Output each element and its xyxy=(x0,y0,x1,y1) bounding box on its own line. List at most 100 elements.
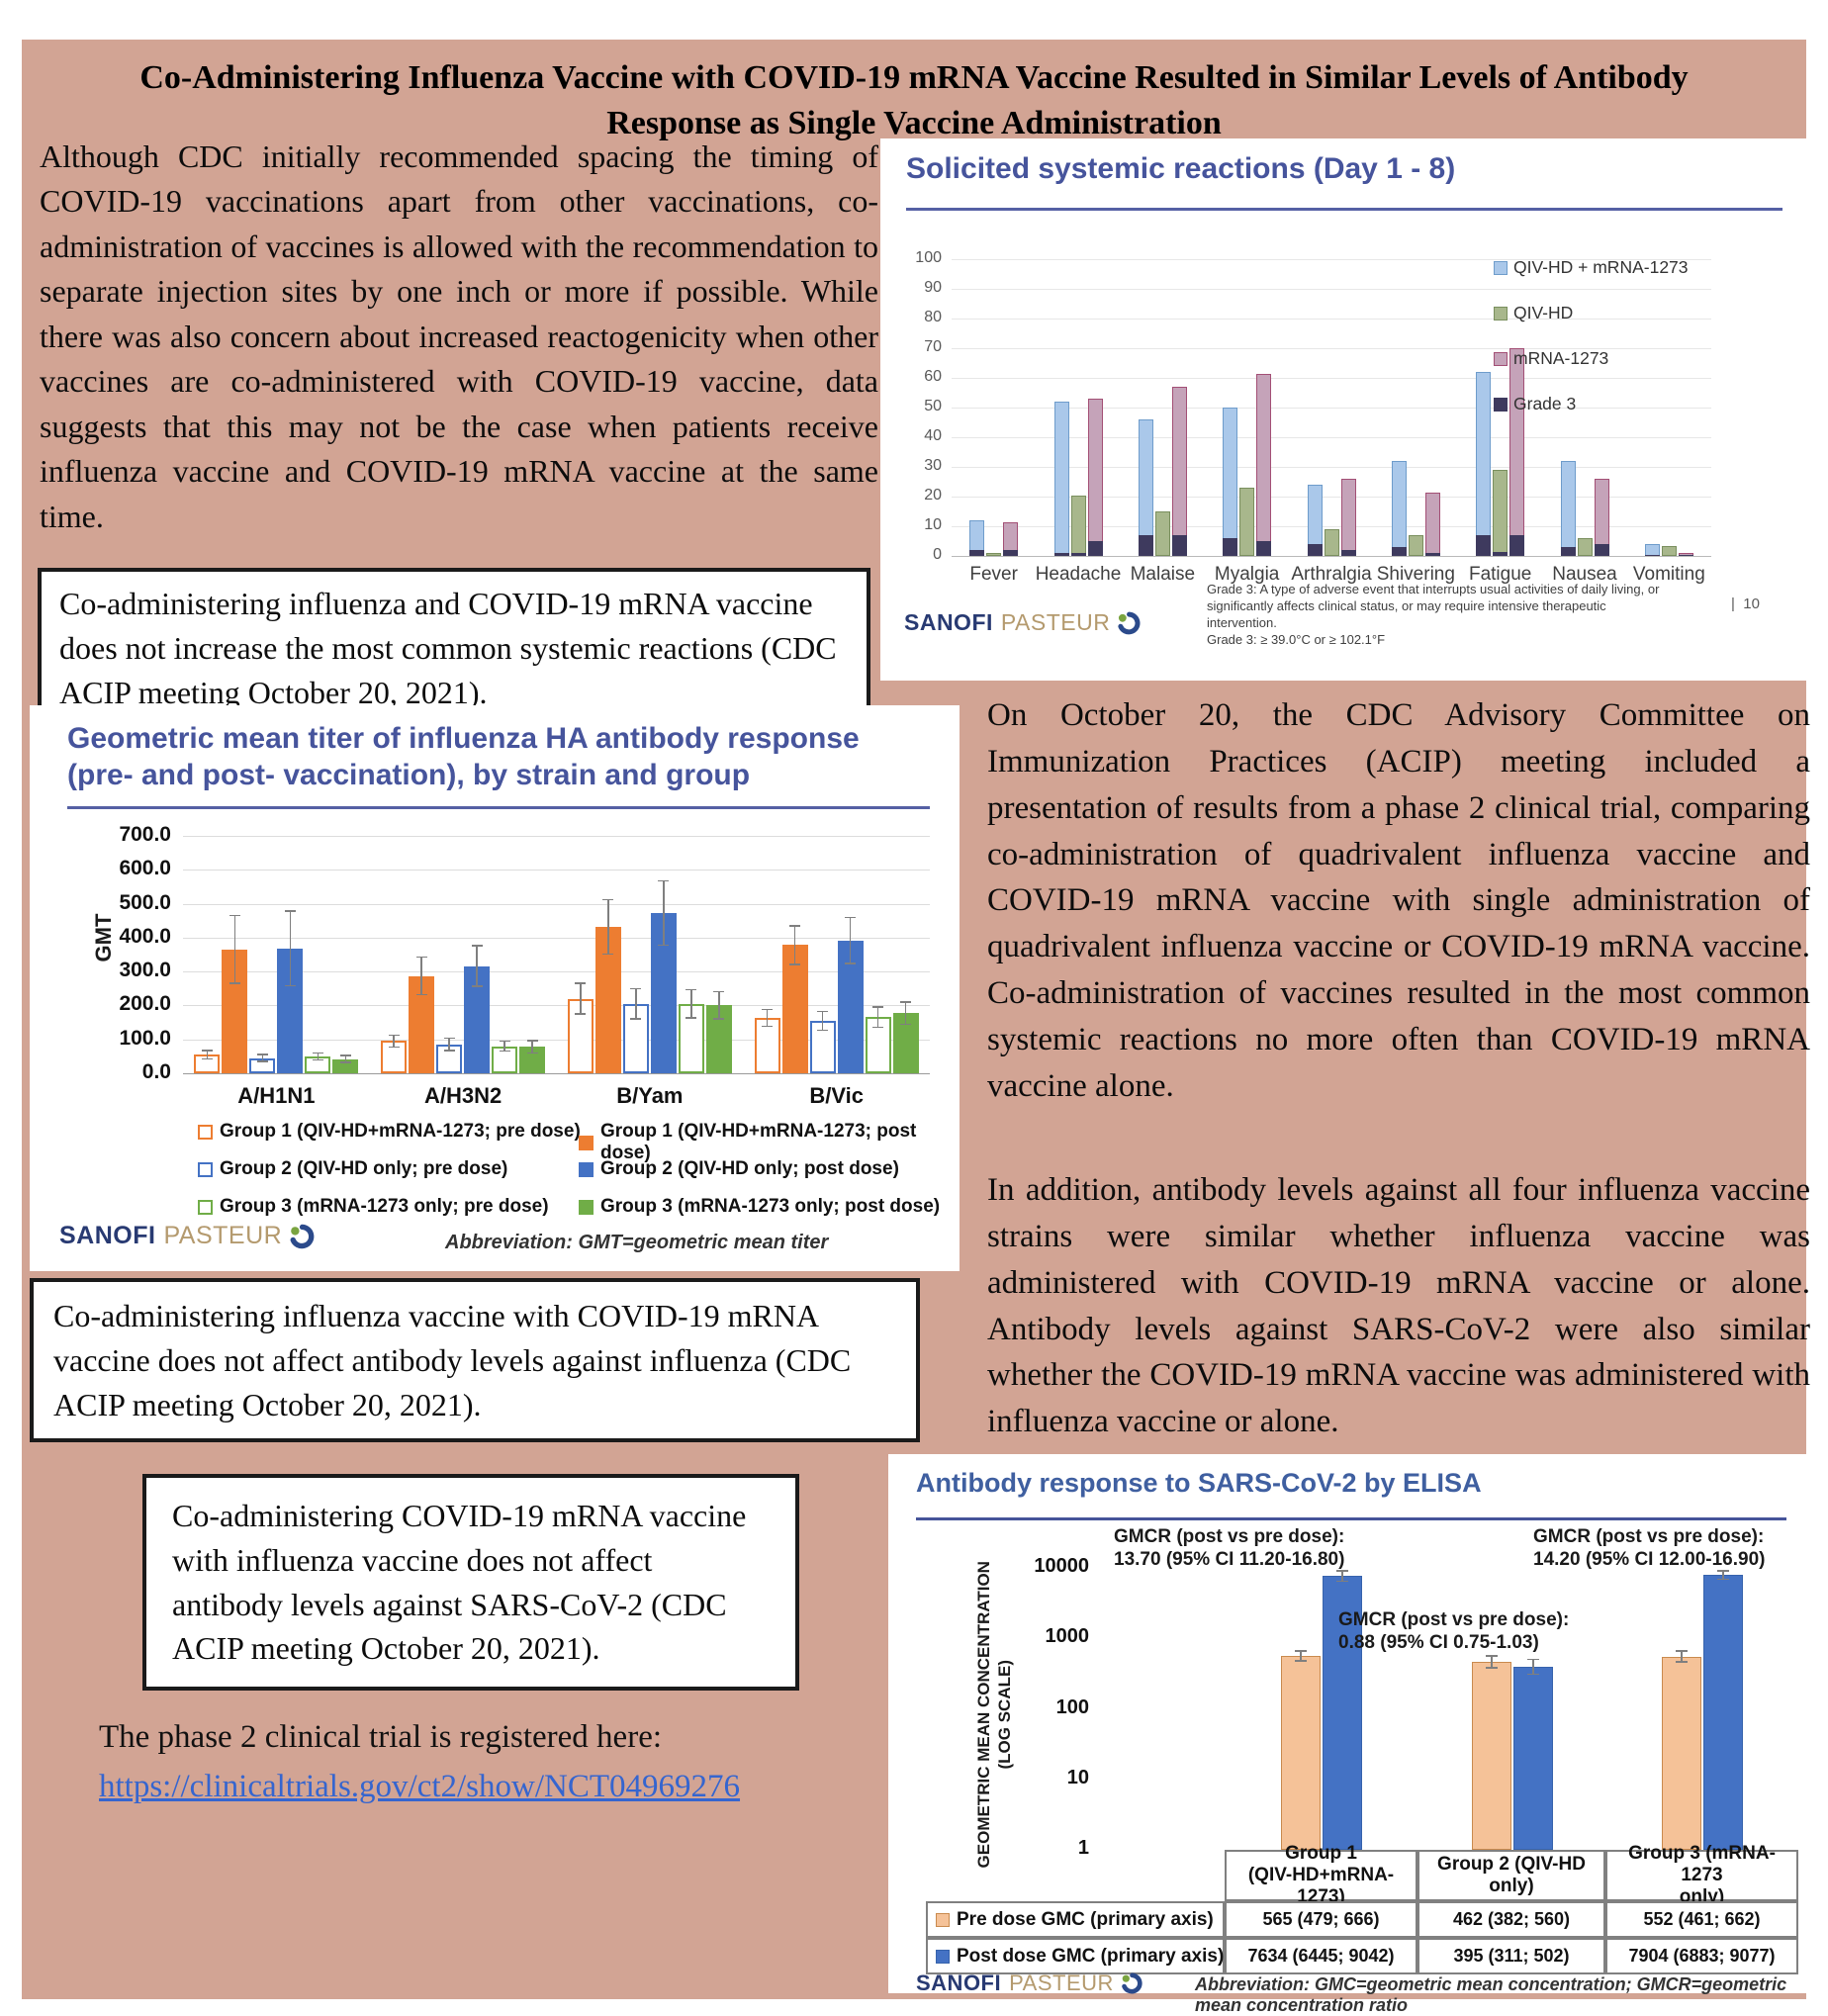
y-tick-label: 10 xyxy=(924,516,942,533)
x-category-label: Vomiting xyxy=(1632,564,1705,585)
grade3-bar-segment xyxy=(1307,544,1323,556)
legend-swatch xyxy=(579,1135,594,1150)
grade3-bar-segment xyxy=(1560,547,1576,556)
bar xyxy=(809,1020,836,1073)
bar xyxy=(1391,461,1407,556)
error-bar-cap xyxy=(499,1040,510,1043)
legend-item: Group 3 (mRNA-1273 only; post dose) xyxy=(579,1196,940,1218)
gridline xyxy=(952,437,1711,438)
bar xyxy=(781,945,808,1073)
table-column-header: Group 1 (QIV-HD+mRNA-1273) xyxy=(1225,1843,1417,1907)
bar xyxy=(1087,399,1103,556)
table-row-header: Post dose GMC (primary axis) xyxy=(926,1938,1225,1974)
error-bar-cap xyxy=(1295,1660,1307,1662)
error-bar xyxy=(849,917,852,963)
error-bar-cap xyxy=(228,914,240,917)
legend-swatch xyxy=(936,1949,950,1964)
error-bar-cap xyxy=(789,963,801,965)
x-category-label: B/Yam xyxy=(616,1083,684,1108)
x-category-label: A/H3N2 xyxy=(424,1083,503,1108)
callout-systemic-reactions: Co-administering influenza and COVID-19 … xyxy=(38,568,870,729)
error-bar-cap xyxy=(686,988,697,991)
error-bar-cap xyxy=(872,1006,884,1008)
bar xyxy=(1662,1656,1701,1850)
error-bar-cap xyxy=(789,925,801,927)
elisa-y-axis-label: GEOMETRIC MEAN CONCENTRATION (LOG SCALE) xyxy=(973,1561,1014,1869)
error-bar-cap xyxy=(443,1037,455,1040)
y-tick-label: 100.0 xyxy=(119,1026,171,1050)
legend-item: QIV-HD xyxy=(1494,303,1573,323)
gmt-title: Geometric mean titer of influenza HA ant… xyxy=(67,721,860,793)
y-tick-label: 90 xyxy=(924,279,942,296)
bar xyxy=(986,553,1002,556)
error-bar xyxy=(607,899,609,955)
gridline xyxy=(952,408,1711,409)
legend-swatch xyxy=(1494,351,1508,366)
y-tick-label: 400.0 xyxy=(119,924,171,948)
clinicaltrials-link[interactable]: https://clinicaltrials.gov/ct2/show/NCT0… xyxy=(99,1768,741,1804)
legend-swatch xyxy=(1494,306,1508,321)
error-bar-cap xyxy=(415,993,427,996)
gmcr-annotation-line1: GMCR (post vs pre dose): xyxy=(1114,1526,1345,1547)
gridline xyxy=(183,1005,930,1007)
systemic-reactions-panel: Solicited systemic reactions (Day 1 - 8)… xyxy=(880,138,1810,681)
error-bar-cap xyxy=(602,898,614,901)
error-bar-cap xyxy=(630,987,642,990)
gmt-title-line2: (pre- and post- vaccination), by strain … xyxy=(67,758,751,791)
gridline xyxy=(183,1073,930,1074)
error-bar-cap xyxy=(499,1050,510,1053)
error-bar-cap xyxy=(1676,1661,1688,1663)
error-bar-cap xyxy=(762,1025,774,1028)
bar xyxy=(1513,1666,1553,1850)
grade3-bar-segment xyxy=(1053,553,1069,556)
bar xyxy=(1661,545,1677,556)
error-bar-cap xyxy=(1717,1578,1729,1581)
error-bar-cap xyxy=(1486,1667,1498,1669)
y-tick-label: 60 xyxy=(924,368,942,385)
title-rule xyxy=(67,806,930,809)
error-bar-cap xyxy=(1527,1673,1539,1676)
legend-label: QIV-HD xyxy=(1513,303,1574,322)
error-bar-cap xyxy=(845,916,857,919)
error-bar-cap xyxy=(900,1001,912,1003)
legend-item: Group 3 (mRNA-1273 only; pre dose) xyxy=(198,1196,549,1218)
slide-page-number: | 10 xyxy=(1731,596,1760,612)
sanofi-wordmark: SANOFI xyxy=(59,1222,156,1249)
error-bar xyxy=(393,1035,395,1048)
legend-swatch xyxy=(1494,260,1508,275)
grade3-bar-segment xyxy=(1594,544,1609,556)
gmcr-annotation-line1: GMCR (post vs pre dose): xyxy=(1338,1609,1570,1630)
callout-influenza-antibody: Co-administering influenza vaccine with … xyxy=(30,1278,920,1443)
table-row-label: Post dose GMC (primary axis) xyxy=(957,1945,1225,1967)
gridline xyxy=(952,289,1711,290)
infographic-card: Co-Administering Influenza Vaccine with … xyxy=(22,40,1820,2015)
y-tick-label: 100 xyxy=(915,249,942,266)
error-bar-cap xyxy=(900,1023,912,1026)
y-tick-label: 500.0 xyxy=(119,890,171,914)
x-category-label: B/Vic xyxy=(809,1083,864,1108)
error-bar-cap xyxy=(762,1008,774,1011)
bar xyxy=(1340,479,1356,556)
y-tick-label: 10 xyxy=(1066,1766,1089,1788)
table-column-header: Group 2 (QIV-HD only) xyxy=(1417,1850,1605,1901)
gmt-panel: Geometric mean titer of influenza HA ant… xyxy=(30,705,960,1271)
error-bar-cap xyxy=(686,1017,697,1019)
error-bar xyxy=(448,1038,450,1051)
error-bar xyxy=(1722,1570,1724,1580)
legend-label: Group 3 (mRNA-1273 only; post dose) xyxy=(600,1196,941,1217)
y-tick-label: 50 xyxy=(924,398,942,414)
bar xyxy=(1703,1575,1743,1850)
sanofi-pasteur-logo: SANOFI PASTEUR xyxy=(904,609,1142,636)
sanofi-swirl-icon xyxy=(290,1224,315,1248)
sanofi-swirl-icon xyxy=(1118,611,1141,634)
legend-swatch xyxy=(198,1124,213,1140)
error-bar xyxy=(876,1007,879,1028)
gridline xyxy=(183,937,930,939)
gmcr-annotation-line2: 0.88 (95% CI 0.75-1.03) xyxy=(1338,1632,1539,1654)
bar xyxy=(1154,511,1170,556)
gridline xyxy=(183,870,930,871)
sanofi-pasteur-logo: SANOFI PASTEUR xyxy=(59,1222,316,1250)
grade3-bar-segment xyxy=(1087,541,1103,556)
pasteur-wordmark: PASTEUR xyxy=(1000,609,1111,635)
error-bar-cap xyxy=(713,990,725,993)
